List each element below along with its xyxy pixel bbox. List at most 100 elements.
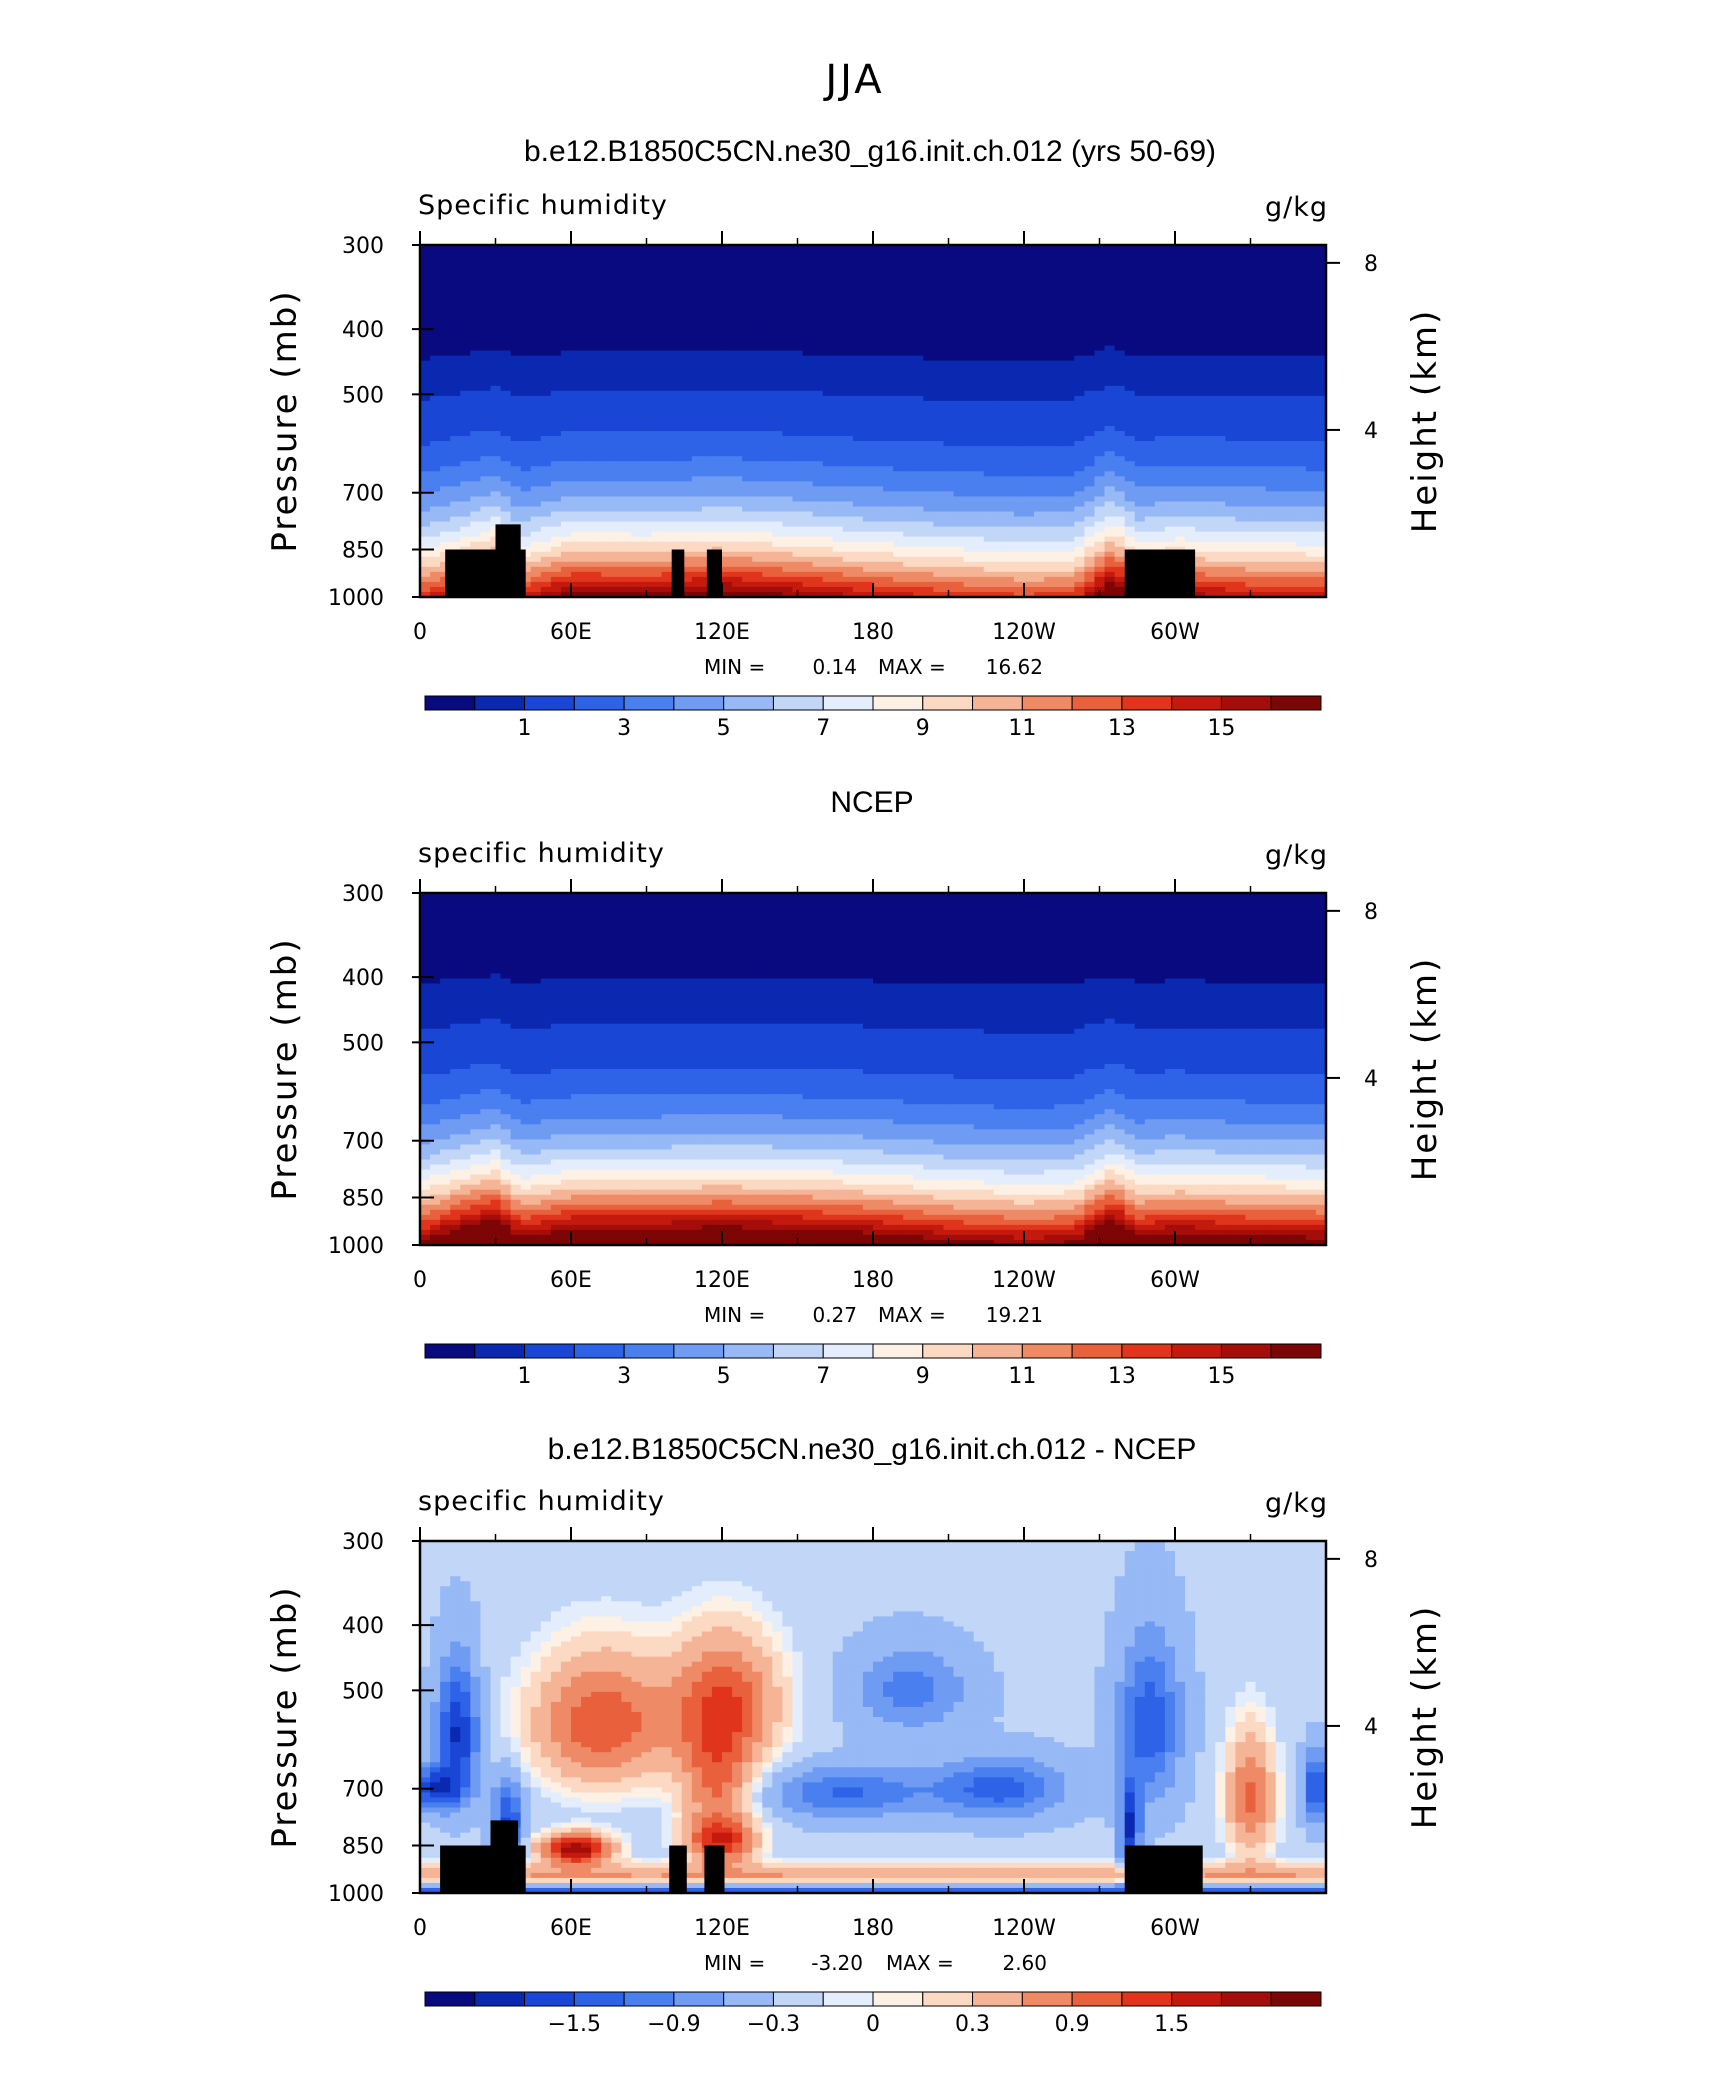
contour-cell	[1064, 491, 1075, 497]
contour-cell	[1185, 456, 1196, 462]
contour-cell	[1266, 471, 1277, 477]
contour-cell	[591, 451, 602, 457]
contour-cell	[1225, 512, 1236, 518]
contour-cell	[1195, 491, 1206, 497]
contour-cell	[1266, 512, 1277, 518]
contour-cell	[1256, 270, 1267, 276]
contour-cell	[1306, 466, 1317, 472]
contour-cell	[541, 255, 552, 261]
contour-cell	[631, 300, 642, 306]
contour-cell	[903, 295, 914, 301]
contour-cell	[621, 391, 632, 397]
contour-cell	[1004, 305, 1015, 311]
contour-cell	[1145, 456, 1156, 462]
contour-cell	[994, 336, 1005, 342]
contour-cell	[853, 501, 864, 507]
contour-cell	[803, 406, 814, 412]
contour-cell	[1014, 386, 1025, 392]
contour-cell	[1084, 351, 1095, 357]
contour-cell	[531, 325, 542, 331]
contour-cell	[974, 401, 985, 407]
contour-cell	[1235, 356, 1246, 362]
contour-cell	[1105, 336, 1116, 342]
contour-cell	[1235, 436, 1246, 442]
contour-cell	[1004, 451, 1015, 457]
contour-cell	[511, 356, 522, 362]
contour-cell	[933, 275, 944, 281]
contour-cell	[631, 265, 642, 271]
contour-cell	[571, 250, 582, 256]
contour-cell	[1276, 305, 1287, 311]
contour-cell	[873, 371, 884, 377]
contour-cell	[792, 517, 803, 523]
contour-cell	[521, 280, 532, 286]
contour-cell	[672, 315, 683, 321]
contour-cell	[581, 386, 592, 392]
contour-cell	[823, 361, 834, 367]
contour-cell	[490, 376, 501, 382]
contour-cell	[470, 295, 481, 301]
contour-cell	[1074, 466, 1085, 472]
contour-cell	[1044, 431, 1055, 437]
contour-cell	[1034, 446, 1045, 452]
contour-cell	[571, 501, 582, 507]
contour-cell	[1296, 401, 1307, 407]
contour-cell	[692, 501, 703, 507]
contour-cell	[933, 280, 944, 286]
contour-cell	[843, 522, 854, 528]
contour-cell	[1195, 396, 1206, 402]
contour-cell	[511, 421, 522, 427]
contour-cell	[490, 275, 501, 281]
contour-cell	[742, 461, 753, 467]
contour-cell	[1115, 371, 1126, 377]
contour-cell	[601, 305, 612, 311]
contour-cell	[1115, 270, 1126, 276]
contour-cell	[903, 426, 914, 432]
contour-cell	[792, 275, 803, 281]
contour-cell	[1145, 446, 1156, 452]
contour-cell	[792, 325, 803, 331]
contour-cell	[1195, 466, 1206, 472]
contour-cell	[1296, 466, 1307, 472]
contour-cell	[440, 310, 451, 316]
contour-cell	[742, 386, 753, 392]
contour-cell	[470, 426, 481, 432]
contour-cell	[1276, 431, 1287, 437]
contour-cell	[702, 270, 713, 276]
contour-cell	[501, 381, 512, 387]
contour-cell	[1044, 517, 1055, 523]
contour-cell	[1004, 295, 1015, 301]
contour-cell	[1185, 275, 1196, 281]
contour-cell	[1195, 280, 1206, 286]
contour-cell	[551, 431, 562, 437]
contour-cell	[1235, 265, 1246, 271]
contour-cell	[742, 290, 753, 296]
contour-cell	[430, 320, 441, 326]
contour-cell	[692, 285, 703, 291]
contour-cell	[561, 396, 572, 402]
contour-cell	[1054, 416, 1065, 422]
contour-cell	[933, 250, 944, 256]
contour-cell	[571, 255, 582, 261]
contour-cell	[1276, 361, 1287, 367]
contour-cell	[1195, 320, 1206, 326]
contour-cell	[450, 275, 461, 281]
contour-cell	[621, 295, 632, 301]
contour-cell	[1034, 506, 1045, 512]
contour-cell	[752, 270, 763, 276]
contour-cell	[1306, 285, 1317, 291]
contour-cell	[591, 346, 602, 352]
contour-cell	[1014, 411, 1025, 417]
contour-cell	[1125, 315, 1136, 321]
contour-cell	[1235, 476, 1246, 482]
contour-cell	[460, 260, 471, 266]
contour-cell	[974, 421, 985, 427]
contour-cell	[662, 255, 673, 261]
contour-cell	[943, 295, 954, 301]
contour-cell	[1266, 391, 1277, 397]
contour-cell	[702, 250, 713, 256]
contour-cell	[994, 290, 1005, 296]
contour-cell	[1064, 476, 1075, 482]
contour-cell	[521, 351, 532, 357]
contour-cell	[792, 330, 803, 336]
